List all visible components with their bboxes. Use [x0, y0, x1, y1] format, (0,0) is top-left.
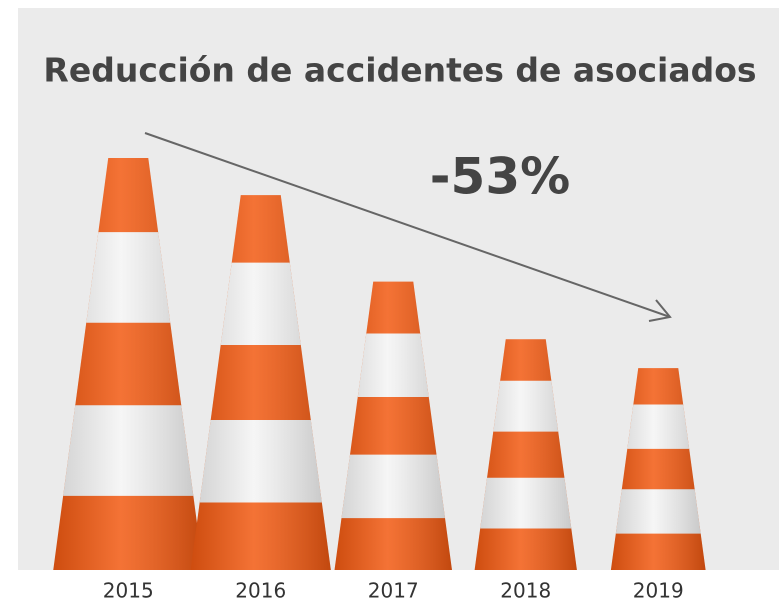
annotation: -53%: [430, 148, 570, 206]
chart-title: Reducción de accidentes de asociados: [43, 51, 756, 90]
x-tick-label: 2017: [368, 579, 419, 603]
cone-shade: [474, 339, 577, 570]
x-tick-label: 2018: [500, 579, 551, 603]
arrow-head: [648, 299, 672, 322]
trend-arrow: [144, 132, 671, 318]
cone: [190, 195, 331, 570]
cone: [474, 339, 577, 570]
cone-shade: [610, 368, 706, 570]
cone: [610, 368, 706, 570]
cone-shade: [53, 158, 204, 570]
x-tick-label: 2015: [103, 579, 154, 603]
x-tick-label: 2016: [235, 579, 286, 603]
cone: [334, 281, 452, 570]
cone-shade: [334, 281, 452, 570]
cone-shade: [190, 195, 331, 570]
x-tick-label: 2019: [633, 579, 684, 603]
cone: [53, 158, 204, 570]
